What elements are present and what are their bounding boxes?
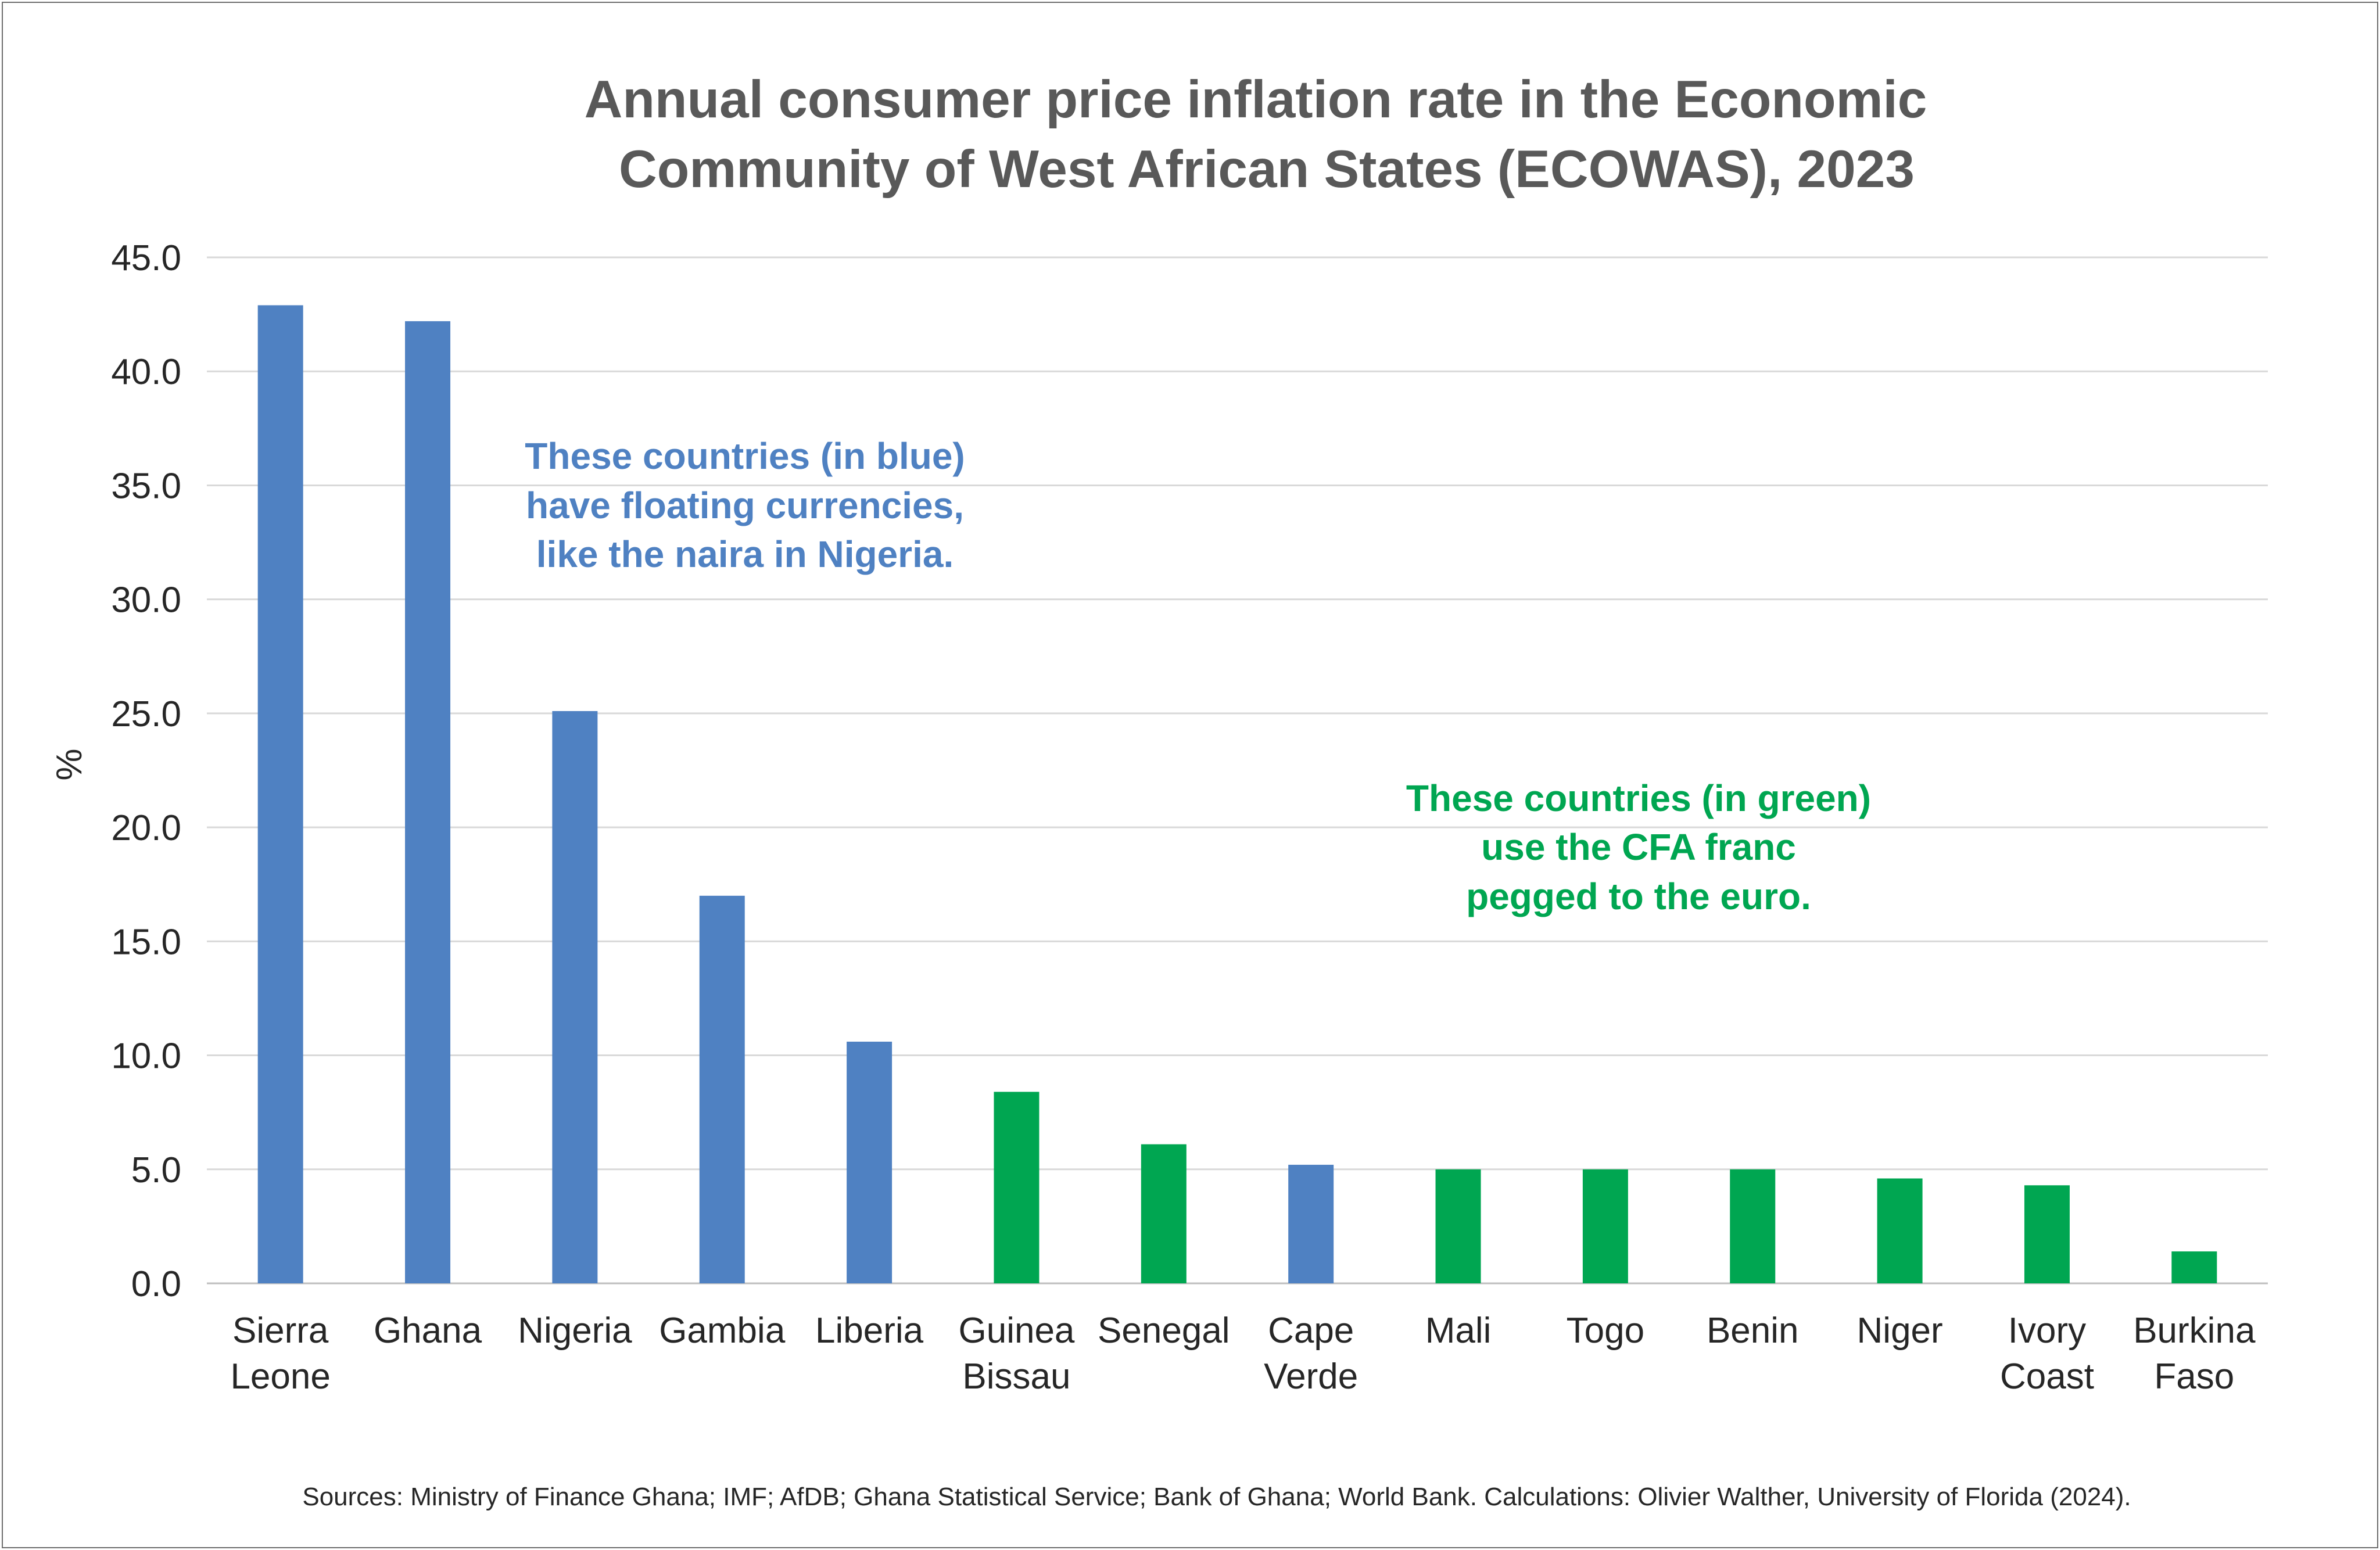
bar bbox=[257, 305, 303, 1283]
annotation-cfa-line-2: use the CFA franc bbox=[1481, 826, 1796, 868]
bar bbox=[1582, 1169, 1628, 1283]
gridlines bbox=[207, 256, 2268, 1285]
x-category-label: Leone bbox=[230, 1357, 330, 1397]
x-category-label: Ivory bbox=[2008, 1311, 2086, 1351]
x-category-label: Benin bbox=[1707, 1311, 1799, 1351]
x-category-label: Ghana bbox=[374, 1311, 482, 1351]
bar bbox=[405, 321, 451, 1283]
x-category-label: Liberia bbox=[815, 1311, 924, 1351]
y-tick-label: 10.0 bbox=[111, 1036, 181, 1077]
x-category-label: Guinea bbox=[958, 1311, 1074, 1351]
annotations: These countries (in blue) have floating … bbox=[525, 435, 1871, 917]
y-tick-label: 0.0 bbox=[131, 1264, 181, 1304]
bar bbox=[699, 895, 745, 1283]
x-category-label: Cape bbox=[1268, 1311, 1354, 1351]
bar bbox=[1730, 1169, 1776, 1283]
x-axis-category-labels: Sierra Leone Ghana Nigeria Gambia Liberia Guin… bbox=[230, 1311, 2255, 1397]
bar bbox=[847, 1042, 892, 1283]
chart-title-line-1: Annual consumer price inflation rate in … bbox=[585, 70, 1927, 129]
bar bbox=[994, 1092, 1040, 1283]
annotation-cfa-line-3: pegged to the euro. bbox=[1466, 876, 1811, 917]
bar bbox=[1435, 1169, 1481, 1283]
y-axis-tick-labels: 0.0 5.0 10.0 15.0 20.0 25.0 30.0 35.0 40.0 45.0 bbox=[111, 238, 181, 1304]
x-category-label: Bissau bbox=[962, 1357, 1070, 1397]
x-category-label: Senegal bbox=[1098, 1311, 1230, 1351]
x-category-label: Mali bbox=[1425, 1311, 1492, 1351]
x-category-label: Verde bbox=[1264, 1357, 1358, 1397]
x-category-label: Niger bbox=[1857, 1311, 1943, 1351]
x-category-label: Togo bbox=[1567, 1311, 1644, 1351]
x-category-label: Faso bbox=[2154, 1357, 2234, 1397]
y-axis-label: % bbox=[49, 748, 89, 780]
bar bbox=[1141, 1144, 1187, 1283]
y-tick-label: 40.0 bbox=[111, 352, 181, 392]
chart-title: Annual consumer price inflation rate in … bbox=[585, 70, 1927, 199]
source-note: Sources: Ministry of Finance Ghana; IMF;… bbox=[302, 1483, 2131, 1511]
y-tick-label: 20.0 bbox=[111, 808, 181, 848]
x-category-label: Nigeria bbox=[518, 1311, 632, 1351]
x-category-label: Burkina bbox=[2133, 1311, 2256, 1351]
y-tick-label: 45.0 bbox=[111, 238, 181, 278]
y-tick-label: 15.0 bbox=[111, 922, 181, 962]
bar bbox=[1877, 1178, 1923, 1283]
y-tick-label: 35.0 bbox=[111, 466, 181, 506]
annotation-floating: These countries (in blue) have floating … bbox=[525, 435, 965, 575]
x-category-label: Sierra bbox=[232, 1311, 329, 1351]
chart-title-line-2: Community of West African States (ECOWAS… bbox=[619, 140, 1915, 199]
y-tick-label: 30.0 bbox=[111, 580, 181, 620]
bar bbox=[2024, 1185, 2070, 1283]
annotation-floating-line-2: have floating currencies, bbox=[526, 485, 964, 526]
y-tick-label: 25.0 bbox=[111, 694, 181, 734]
bar bbox=[2171, 1251, 2217, 1283]
bar bbox=[1288, 1164, 1334, 1283]
bar bbox=[552, 711, 598, 1283]
x-category-label: Coast bbox=[2000, 1357, 2094, 1397]
annotation-cfa-line-1: These countries (in green) bbox=[1406, 777, 1871, 819]
y-tick-label: 5.0 bbox=[131, 1150, 181, 1190]
annotation-floating-line-3: like the naira in Nigeria. bbox=[536, 533, 954, 575]
bars bbox=[257, 305, 2217, 1283]
annotation-cfa: These countries (in green) use the CFA f… bbox=[1406, 777, 1871, 917]
x-category-label: Gambia bbox=[659, 1311, 786, 1351]
annotation-floating-line-1: These countries (in blue) bbox=[525, 435, 965, 477]
